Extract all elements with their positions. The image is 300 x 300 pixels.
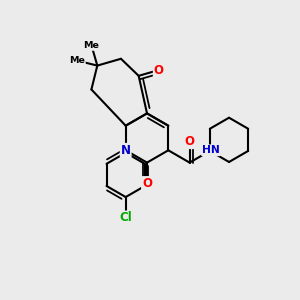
Text: O: O — [142, 177, 152, 190]
Text: O: O — [154, 64, 164, 76]
Text: Cl: Cl — [119, 212, 132, 224]
Text: O: O — [184, 135, 195, 148]
Text: HN: HN — [202, 145, 220, 155]
Text: Me: Me — [69, 56, 85, 65]
Text: Me: Me — [84, 41, 100, 50]
Text: N: N — [121, 144, 131, 157]
